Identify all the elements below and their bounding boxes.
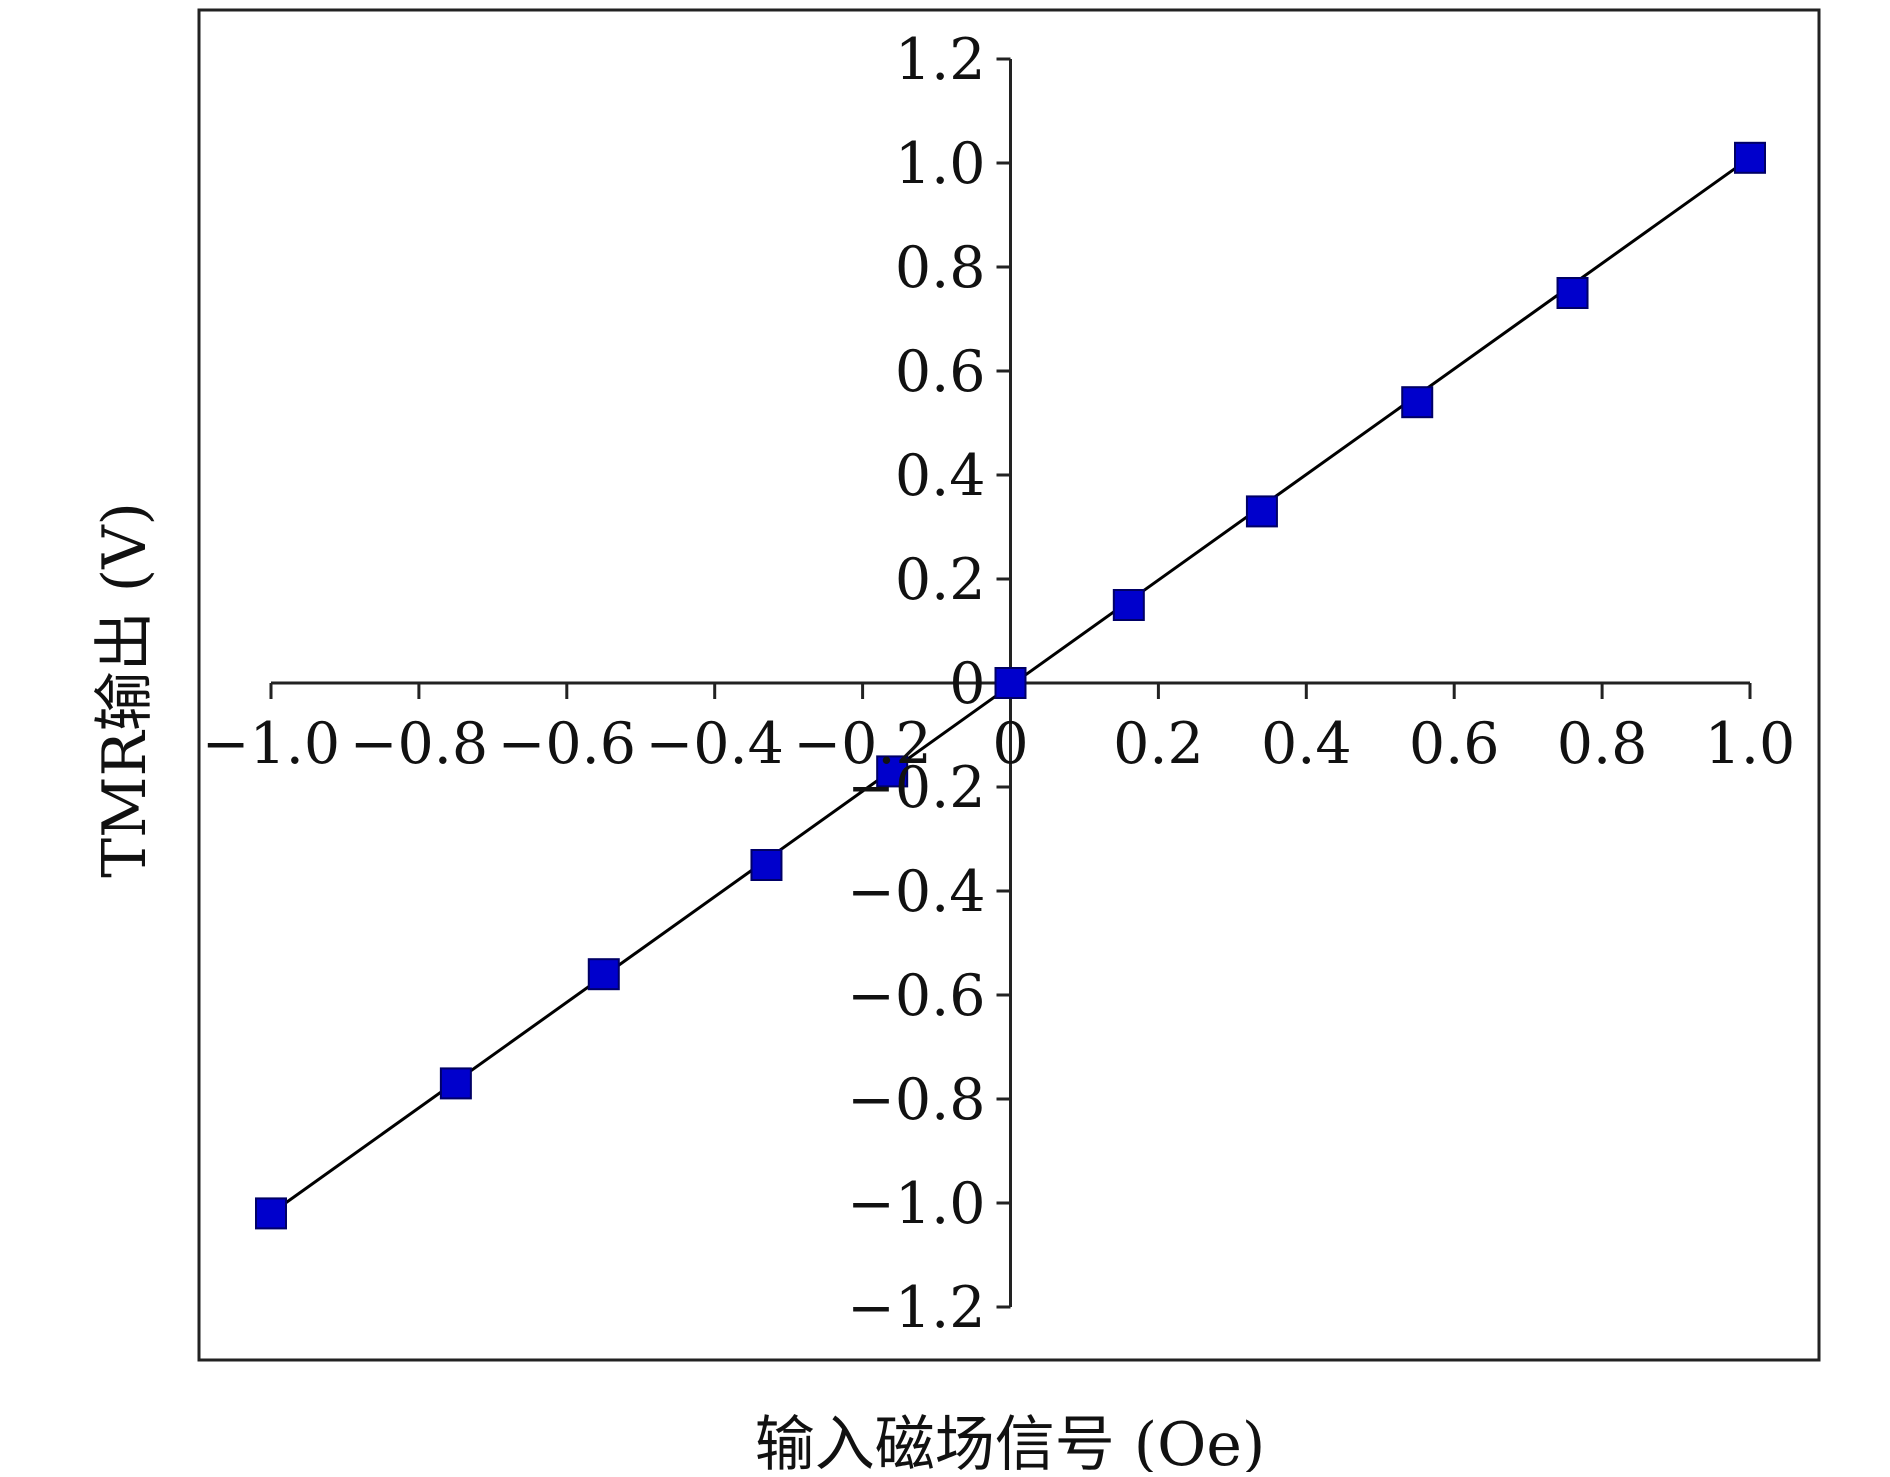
data-point-marker [876,755,909,788]
y-tick-label: 0.8 [895,235,986,301]
x-tick-label: 0 [992,711,1028,777]
y-tick-label: −0.4 [847,859,985,925]
data-point-marker [1112,589,1145,621]
x-tick-label: −1.0 [202,711,340,777]
y-tick-label: −0.2 [847,755,985,821]
y-tick-label: −0.8 [847,1067,985,1133]
x-axis-title: 输入磁场信号 (Oe) [755,1410,1266,1472]
x-tick-label: −0.4 [645,711,783,777]
y-tick-label: 1.0 [895,131,986,197]
y-axis-title: TMR输出 (V) [90,502,160,878]
x-tick-label: 0.6 [1409,711,1500,777]
x-tick-label: 0.2 [1113,711,1204,777]
x-tick-label: −0.2 [793,711,931,777]
data-point-marker [994,667,1027,699]
x-tick-label: 0.4 [1261,711,1352,777]
labels-layer: −1.0 −0.8 −0.6 −0.4 −0.2 0 0.2 0.4 0.6 0.8 1.01.21… [202,27,1796,1341]
data-point-marker [587,958,620,991]
y-tick-label: 0 [949,651,985,717]
data-point-marker [1556,277,1589,309]
x-tick-label: 1.0 [1705,711,1796,777]
data-point-marker [255,1197,287,1230]
y-tick-label: −0.6 [847,963,985,1029]
data-point-marker [1734,141,1766,174]
y-tick-label: 0.4 [895,443,986,509]
series-layer [255,141,1766,1230]
data-point-marker [439,1067,472,1100]
x-tick-label: 0.8 [1557,711,1648,777]
data-point-marker [1401,386,1434,419]
y-tick-label: 0.6 [895,339,986,405]
y-tick-label: 1.2 [895,27,986,93]
y-tick-label: 0.2 [895,547,986,613]
x-tick-label: −0.8 [350,711,488,777]
y-tick-label: −1.0 [847,1171,985,1237]
data-point-marker [750,849,783,881]
y-tick-label: −1.2 [847,1275,985,1341]
data-point-marker [1245,495,1278,528]
x-tick-label: −0.6 [498,711,636,777]
